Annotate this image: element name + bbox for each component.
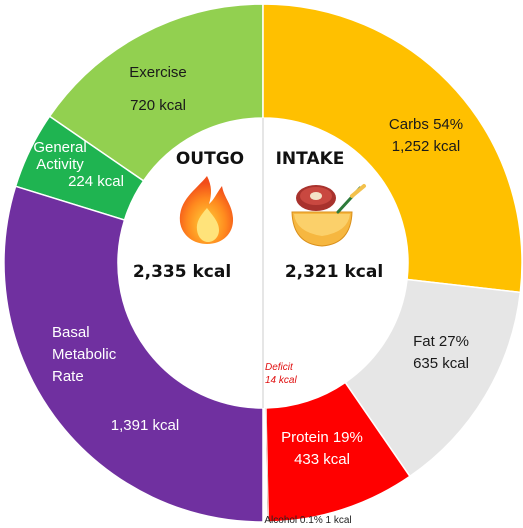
outgo-total: 2,335 kcal [133, 262, 231, 282]
label-basal-metabolic-rate: Basal Metabolic Rate 1,391 kcal [52, 324, 179, 434]
segment-carbs [262, 3, 523, 294]
label-carbs: Carbs 54% 1,252 kcal [389, 116, 463, 155]
label-carbs-line: Carbs 54% [389, 116, 463, 133]
label-protein: Protein 19% 433 kcal [281, 429, 363, 468]
segment-alcohol [265, 407, 269, 522]
donut-segments [3, 3, 523, 523]
steak-bowl-icon [291, 184, 366, 247]
label-deficit-line: Deficit [265, 362, 294, 373]
segment-deficit [263, 407, 268, 522]
flame-icon [179, 176, 234, 244]
segment-exercise [48, 3, 264, 182]
label-exercise-line: Exercise [129, 64, 187, 81]
label-basal-metabolic-rate-line: Metabolic [52, 346, 117, 363]
segment-general-activity [14, 115, 145, 221]
label-alcohol-line: Alcohol 0.1% 1 kcal [264, 515, 351, 526]
label-general-activity-line: General [33, 139, 86, 156]
label-general-activity: General Activity 224 kcal [33, 139, 124, 190]
intake-title: INTAKE [276, 149, 345, 169]
label-protein-line: 433 kcal [294, 451, 350, 468]
label-carbs-line: 1,252 kcal [392, 138, 460, 155]
segment-protein [265, 381, 411, 523]
label-alcohol: Alcohol 0.1% 1 kcal [264, 515, 351, 526]
label-protein-line: Protein 19% [281, 429, 363, 446]
label-fat: Fat 27% 635 kcal [413, 333, 469, 372]
label-general-activity-line: Activity [36, 156, 84, 173]
label-exercise-line: 720 kcal [130, 97, 186, 114]
label-deficit-line: 14 kcal [265, 375, 297, 386]
label-basal-metabolic-rate-line: Rate [52, 368, 84, 385]
label-exercise: Exercise 720 kcal [129, 64, 187, 114]
label-basal-metabolic-rate-line: 1,391 kcal [111, 417, 179, 434]
label-basal-metabolic-rate-line: Basal [52, 324, 90, 341]
label-deficit: Deficit 14 kcal [265, 362, 297, 386]
label-general-activity-line: 224 kcal [68, 173, 124, 190]
label-fat-line: 635 kcal [413, 355, 469, 372]
segment-labels: Exercise 720 kcal General Activity 224 kcal B… [33, 64, 469, 526]
intake-total: 2,321 kcal [285, 262, 383, 282]
outgo-title: OUTGO [176, 149, 244, 169]
label-fat-line: Fat 27% [413, 333, 469, 350]
segment-basal-metabolic-rate [3, 185, 264, 523]
